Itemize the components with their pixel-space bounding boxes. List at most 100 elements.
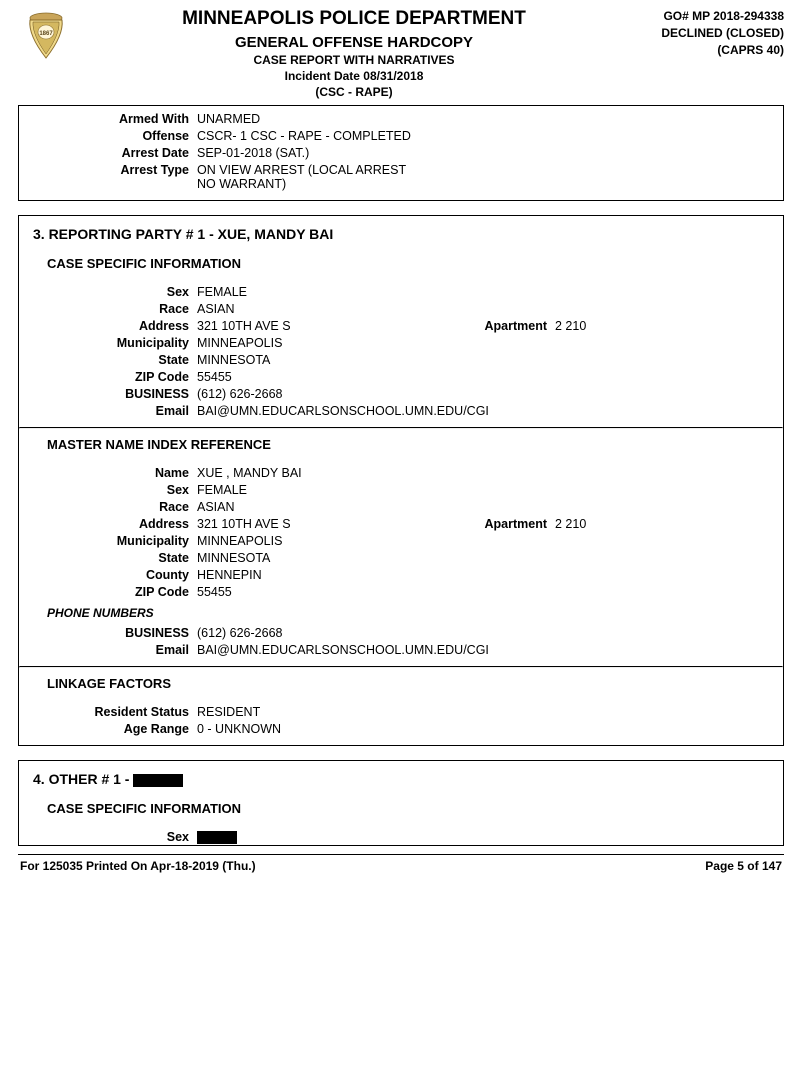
field-value: MINNEAPOLIS bbox=[197, 534, 783, 548]
field-row: StateMINNESOTA bbox=[19, 351, 783, 368]
field-value: 2 210 bbox=[555, 319, 586, 333]
field-value: MINNESOTA bbox=[197, 551, 783, 565]
field-label: ZIP Code bbox=[19, 585, 197, 599]
field-label: Email bbox=[19, 404, 197, 418]
field-value: 55455 bbox=[197, 585, 783, 599]
field-label: Sex bbox=[19, 285, 197, 299]
badge-icon: 1867 bbox=[18, 10, 74, 63]
field-row: Age Range0 - UNKNOWN bbox=[19, 720, 783, 737]
field-label: Arrest Type bbox=[19, 163, 197, 191]
field-value: 321 10TH AVE S bbox=[197, 517, 447, 531]
field-label: BUSINESS bbox=[19, 626, 197, 640]
field-label: County bbox=[19, 568, 197, 582]
page-footer: For 125035 Printed On Apr-18-2019 (Thu.)… bbox=[18, 854, 784, 873]
field-row: BUSINESS(612) 626-2668 bbox=[19, 385, 783, 402]
other-case-specific-heading: CASE SPECIFIC INFORMATION bbox=[19, 793, 783, 822]
field-row: NameXUE , MANDY BAI bbox=[19, 464, 783, 481]
field-value: FEMALE bbox=[197, 285, 783, 299]
master-name-heading: MASTER NAME INDEX REFERENCE bbox=[19, 429, 783, 458]
field-label: Age Range bbox=[19, 722, 197, 736]
field-label: Name bbox=[19, 466, 197, 480]
field-row: CountyHENNEPIN bbox=[19, 566, 783, 583]
other-heading: 4. OTHER # 1 - bbox=[19, 761, 783, 793]
field-value: (612) 626-2668 bbox=[197, 626, 783, 640]
arrest-info-box: Armed WithUNARMEDOffenseCSCR- 1 CSC - RA… bbox=[18, 105, 784, 201]
case-category: (CSC - RAPE) bbox=[74, 85, 634, 99]
field-label: Apartment bbox=[447, 319, 555, 333]
svg-text:1867: 1867 bbox=[39, 31, 53, 37]
field-row: OffenseCSCR- 1 CSC - RAPE - COMPLETED bbox=[19, 127, 783, 144]
system-id: (CAPRS 40) bbox=[634, 42, 784, 59]
field-row: EmailBAI@UMN.EDUCARLSONSCHOOL.UMN.EDU/CG… bbox=[19, 641, 783, 658]
field-label: ZIP Code bbox=[19, 370, 197, 384]
field-value: 321 10TH AVE S bbox=[197, 319, 447, 333]
field-value: BAI@UMN.EDUCARLSONSCHOOL.UMN.EDU/CGI bbox=[197, 643, 783, 657]
field-label: Race bbox=[19, 500, 197, 514]
field-value: 0 - UNKNOWN bbox=[197, 722, 783, 736]
field-label: Municipality bbox=[19, 534, 197, 548]
field-label: Arrest Date bbox=[19, 146, 197, 160]
report-header: 1867 MINNEAPOLIS POLICE DEPARTMENT GENER… bbox=[18, 8, 784, 101]
field-value: 55455 bbox=[197, 370, 783, 384]
field-row: MunicipalityMINNEAPOLIS bbox=[19, 334, 783, 351]
field-label: Municipality bbox=[19, 336, 197, 350]
field-value: UNARMED bbox=[197, 112, 783, 126]
field-label: Email bbox=[19, 643, 197, 657]
field-row: SexFEMALE bbox=[19, 481, 783, 498]
field-label: State bbox=[19, 551, 197, 565]
field-row: Arrest DateSEP-01-2018 (SAT.) bbox=[19, 144, 783, 161]
other-party-box: 4. OTHER # 1 - CASE SPECIFIC INFORMATION… bbox=[18, 760, 784, 846]
field-row: Armed WithUNARMED bbox=[19, 110, 783, 127]
report-subtitle: CASE REPORT WITH NARRATIVES bbox=[74, 53, 634, 67]
case-status: DECLINED (CLOSED) bbox=[634, 25, 784, 42]
field-value: CSCR- 1 CSC - RAPE - COMPLETED bbox=[197, 129, 783, 143]
field-label: Sex bbox=[19, 483, 197, 497]
field-value: XUE , MANDY BAI bbox=[197, 466, 783, 480]
field-label: Address bbox=[19, 517, 197, 531]
field-label: Offense bbox=[19, 129, 197, 143]
field-value: MINNEAPOLIS bbox=[197, 336, 783, 350]
reporting-party-heading: 3. REPORTING PARTY # 1 - XUE, MANDY BAI bbox=[19, 216, 783, 248]
field-value: MINNESOTA bbox=[197, 353, 783, 367]
incident-date: Incident Date 08/31/2018 bbox=[74, 69, 634, 83]
field-value: RESIDENT bbox=[197, 705, 783, 719]
field-value: FEMALE bbox=[197, 483, 783, 497]
field-row: Arrest TypeON VIEW ARREST (LOCAL ARREST … bbox=[19, 161, 783, 192]
sex-label: Sex bbox=[19, 830, 197, 844]
field-row: Address321 10TH AVE SApartment2 210 bbox=[19, 317, 783, 334]
field-value: ASIAN bbox=[197, 500, 783, 514]
field-label: Apartment bbox=[447, 517, 555, 531]
field-label: Armed With bbox=[19, 112, 197, 126]
field-label: Resident Status bbox=[19, 705, 197, 719]
field-row: SexFEMALE bbox=[19, 283, 783, 300]
redacted-sex bbox=[197, 831, 237, 844]
field-label: BUSINESS bbox=[19, 387, 197, 401]
field-value: SEP-01-2018 (SAT.) bbox=[197, 146, 783, 160]
phone-numbers-heading: PHONE NUMBERS bbox=[19, 600, 783, 624]
field-label: State bbox=[19, 353, 197, 367]
reporting-party-box: 3. REPORTING PARTY # 1 - XUE, MANDY BAI … bbox=[18, 215, 784, 746]
department-name: MINNEAPOLIS POLICE DEPARTMENT bbox=[74, 8, 634, 30]
field-value: BAI@UMN.EDUCARLSONSCHOOL.UMN.EDU/CGI bbox=[197, 404, 783, 418]
footer-right: Page 5 of 147 bbox=[705, 859, 782, 873]
field-row: MunicipalityMINNEAPOLIS bbox=[19, 532, 783, 549]
footer-left: For 125035 Printed On Apr-18-2019 (Thu.) bbox=[20, 859, 256, 873]
report-type: GENERAL OFFENSE HARDCOPY bbox=[74, 34, 634, 51]
field-row: BUSINESS(612) 626-2668 bbox=[19, 624, 783, 641]
field-row: Address321 10TH AVE SApartment2 210 bbox=[19, 515, 783, 532]
field-label: Race bbox=[19, 302, 197, 316]
other-heading-prefix: 4. OTHER # 1 - bbox=[33, 771, 133, 787]
case-specific-heading: CASE SPECIFIC INFORMATION bbox=[19, 248, 783, 277]
field-row: ZIP Code55455 bbox=[19, 583, 783, 600]
linkage-factors-heading: LINKAGE FACTORS bbox=[19, 668, 783, 697]
field-row: RaceASIAN bbox=[19, 300, 783, 317]
field-value: ASIAN bbox=[197, 302, 783, 316]
field-value: ON VIEW ARREST (LOCAL ARREST NO WARRANT) bbox=[197, 163, 407, 191]
field-row: Resident StatusRESIDENT bbox=[19, 703, 783, 720]
field-row: EmailBAI@UMN.EDUCARLSONSCHOOL.UMN.EDU/CG… bbox=[19, 402, 783, 419]
field-row: ZIP Code55455 bbox=[19, 368, 783, 385]
field-value: HENNEPIN bbox=[197, 568, 783, 582]
redacted-name bbox=[133, 774, 183, 787]
field-row: StateMINNESOTA bbox=[19, 549, 783, 566]
field-value: 2 210 bbox=[555, 517, 586, 531]
